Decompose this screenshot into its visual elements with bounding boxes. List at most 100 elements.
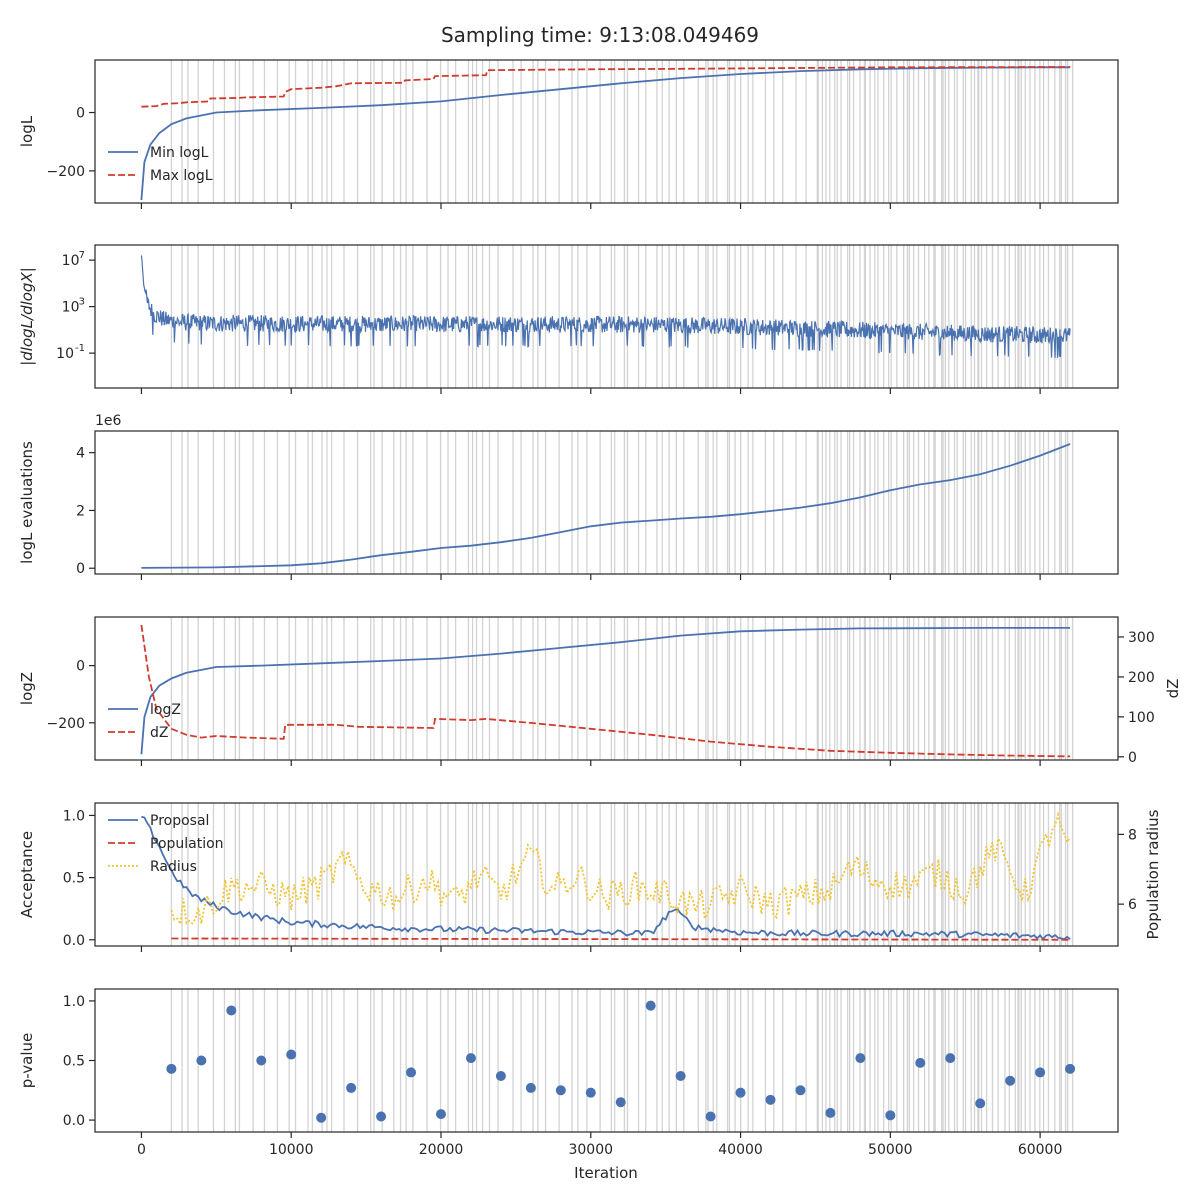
y-right-tick-label: 100 — [1128, 710, 1155, 726]
y-tick-label: 10 — [56, 346, 74, 362]
data-point — [316, 1112, 327, 1123]
panel-pvalue: 0 10000 20000 30000 40000 50000 60000 0.0 0.5 1.0… — [18, 988, 1119, 1158]
data-point — [825, 1107, 836, 1118]
data-point — [705, 1111, 716, 1122]
data-point — [645, 1000, 656, 1011]
axes-frame — [94, 244, 1119, 389]
x-tick-label: 60000 — [1018, 1142, 1063, 1158]
data-point — [855, 1053, 866, 1064]
y-right-tick-label: 6 — [1128, 897, 1137, 913]
data-point — [226, 1005, 237, 1016]
plot-area — [140, 617, 1074, 760]
panel-acceptance: 0.0 0.5 1.0 6 8 Population radius Acceptance Pr… — [18, 802, 1162, 952]
y-tick-label: 1.0 — [63, 808, 85, 824]
y-axis-label: p-value — [18, 1033, 36, 1089]
data-point — [346, 1082, 357, 1093]
y-tick-label: 0.5 — [63, 1054, 85, 1070]
legend: logZ dZ — [108, 702, 181, 741]
y-right-tick-label: 8 — [1128, 827, 1137, 843]
insertion-lines — [170, 60, 1074, 203]
data-point — [945, 1053, 956, 1064]
plot-area — [140, 245, 1074, 388]
y-axis-label: |dlogL/dlogX| — [18, 267, 36, 366]
axes-frame — [94, 802, 1119, 947]
y-tick-label: 0.0 — [63, 933, 85, 949]
offset-label: 1e6 — [95, 413, 122, 429]
legend-label: Proposal — [150, 813, 209, 829]
x-tick-label: 30000 — [568, 1142, 613, 1158]
data-point — [286, 1049, 297, 1060]
axes-frame — [94, 616, 1119, 761]
legend: Min logL Max logL — [108, 145, 213, 184]
series-dlogL-0 — [140, 255, 1071, 358]
plot-area — [141, 431, 1074, 574]
data-point — [465, 1053, 476, 1064]
y-tick-label: 10 — [62, 253, 80, 269]
figure-title: Sampling time: 9:13:08.049469 — [441, 23, 759, 47]
x-tick-label: 20000 — [419, 1142, 464, 1158]
legend-label: Max logL — [150, 168, 213, 184]
y-right-axis-label: dZ — [1164, 679, 1182, 699]
data-point — [885, 1110, 896, 1121]
data-point — [585, 1087, 596, 1098]
y-tick-label: 10 — [62, 300, 80, 316]
data-point — [406, 1067, 417, 1078]
series-dz — [140, 624, 1071, 758]
y-axis-label: logL — [18, 115, 36, 147]
data-point — [915, 1057, 926, 1068]
series-radius — [170, 811, 1071, 927]
y-tick-label: −200 — [47, 164, 85, 180]
axes-frame — [94, 59, 1119, 204]
plot-area — [141, 803, 1074, 946]
y-tick-label: 0.5 — [63, 871, 85, 887]
legend: Proposal Population Radius — [108, 813, 224, 875]
y-tick-label: 0 — [76, 106, 85, 122]
x-axis-label: Iteration — [574, 1164, 638, 1182]
y-right-axis-label: Population radius — [1144, 809, 1162, 939]
insertion-lines — [170, 989, 1074, 1132]
data-point — [495, 1070, 506, 1081]
panel-evaluations: 4 2 0 1e6 logL evaluations — [18, 413, 1119, 580]
data-point — [975, 1098, 986, 1109]
x-tick-label: 40000 — [718, 1142, 763, 1158]
y-right-tick-label: 0 — [1128, 750, 1137, 766]
series-evaluations-0 — [141, 443, 1071, 569]
y-tick-label: −200 — [47, 716, 85, 732]
series-pvalue-0 — [166, 1000, 1076, 1123]
panel-dlogL: 10 710 310 -1|dlogL/dlogX| — [18, 244, 1119, 394]
y-tick-exponent: 3 — [79, 297, 85, 308]
data-point — [525, 1082, 536, 1093]
plot-area — [166, 989, 1076, 1132]
legend-label: dZ — [150, 725, 168, 741]
legend-label: Population — [150, 836, 224, 852]
y-tick-label: 0.0 — [63, 1113, 85, 1129]
data-point — [1035, 1067, 1046, 1078]
y-tick-label: 0 — [76, 659, 85, 675]
axes-frame — [94, 430, 1119, 575]
data-point — [735, 1087, 746, 1098]
y-tick-label: 0 — [76, 561, 85, 577]
insertion-lines — [170, 245, 1074, 388]
data-point — [256, 1055, 267, 1066]
data-point — [166, 1063, 177, 1074]
legend-label: logZ — [150, 702, 181, 718]
insertion-lines — [170, 617, 1074, 760]
plot-area — [140, 60, 1074, 203]
data-point — [196, 1055, 207, 1066]
legend-label: Radius — [150, 859, 197, 875]
x-tick-label: 0 — [137, 1142, 146, 1158]
legend-label: Min logL — [150, 145, 209, 161]
series-min-logl — [140, 66, 1071, 201]
series-logz — [140, 627, 1071, 755]
data-point — [1005, 1075, 1016, 1086]
y-tick-label: 4 — [76, 446, 85, 462]
data-point — [675, 1070, 686, 1081]
y-axis-label: logL evaluations — [18, 441, 36, 564]
data-point — [765, 1094, 776, 1105]
x-tick-label: 10000 — [269, 1142, 314, 1158]
y-tick-label: 1.0 — [63, 994, 85, 1010]
y-axis-label: logZ — [18, 672, 36, 705]
series-max-logl — [141, 66, 1071, 108]
x-tick-label: 50000 — [868, 1142, 913, 1158]
